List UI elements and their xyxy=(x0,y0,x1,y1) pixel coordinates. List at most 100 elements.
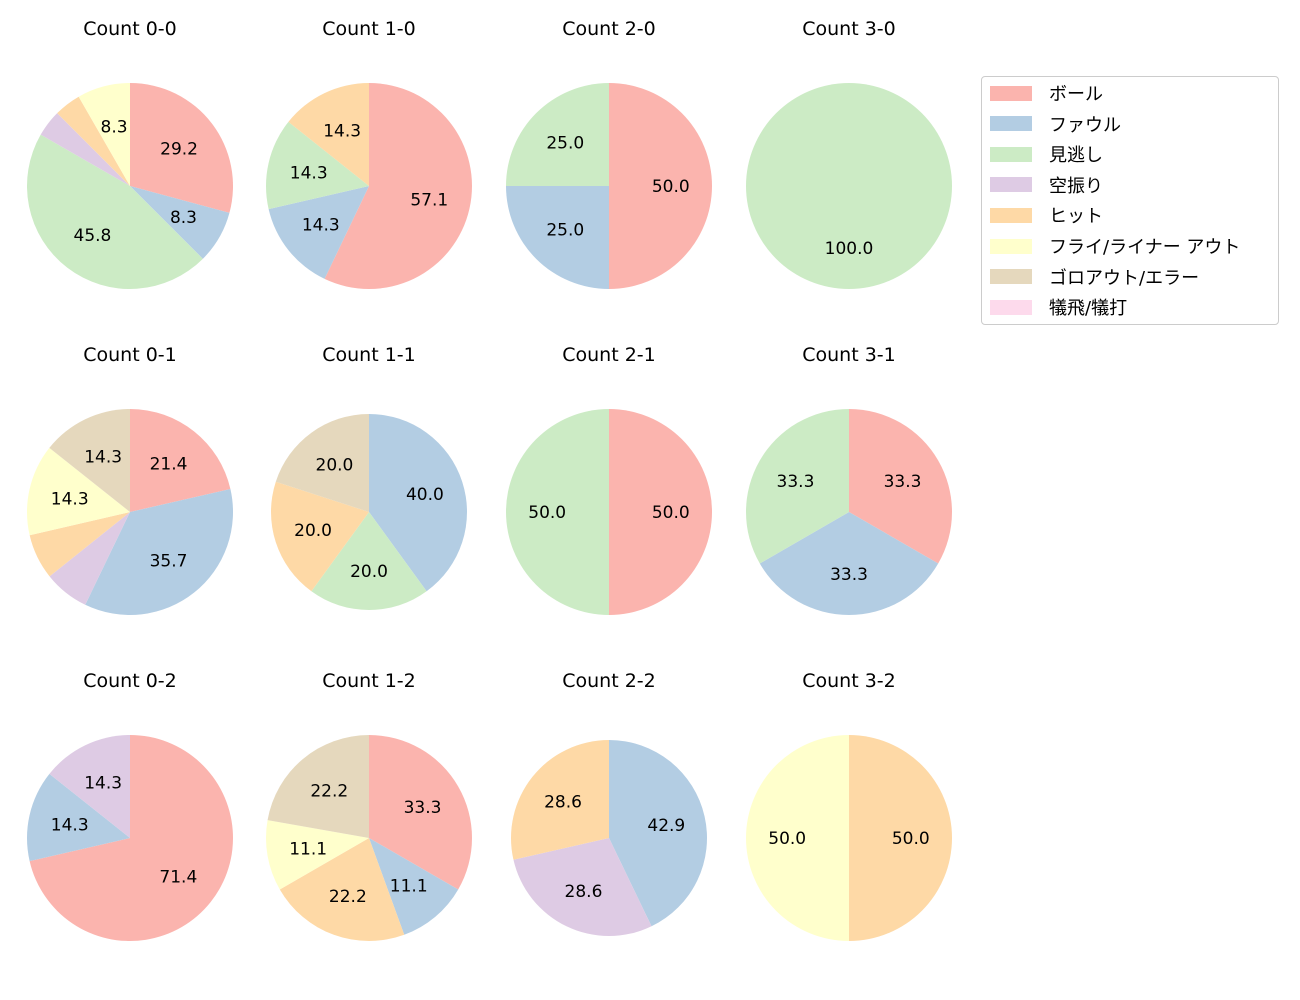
pie-title: Count 1-2 xyxy=(322,670,416,692)
slice-percent-label: 11.1 xyxy=(289,840,327,860)
slice-percent-label: 25.0 xyxy=(546,221,584,241)
pie-slice-2 xyxy=(746,83,952,289)
pie-title: Count 2-2 xyxy=(562,670,656,692)
pie-slice-1 xyxy=(26,773,131,862)
pie-slice-3 xyxy=(513,838,652,936)
slice-percent-label: 33.3 xyxy=(404,798,442,818)
slice-percent-label: 45.8 xyxy=(74,226,112,246)
slice-percent-label: 14.3 xyxy=(302,216,340,236)
legend-label: 見逃し xyxy=(1049,145,1103,167)
pie-count-2-0: Count 2-0 50.0 25.0 25.0 xyxy=(506,18,712,289)
slice-percent-label: 28.6 xyxy=(565,882,603,902)
pie-slice-2 xyxy=(27,134,203,289)
pie-slice-4 xyxy=(57,96,131,186)
legend-swatch xyxy=(990,269,1032,285)
legend-swatch xyxy=(990,238,1032,254)
pie-slice-2 xyxy=(311,512,427,611)
pie-slice-4 xyxy=(288,83,369,186)
pie-slice-3 xyxy=(49,512,130,605)
slice-percent-label: 22.2 xyxy=(329,887,367,907)
pie-title: Count 2-1 xyxy=(562,344,656,366)
pie-slice-6 xyxy=(49,409,130,512)
legend-item: フライ/ライナー アウト xyxy=(990,236,1240,258)
slice-percent-label: 50.0 xyxy=(892,829,930,849)
legend-item: ゴロアウト/エラー xyxy=(990,267,1200,289)
pie-slice-1 xyxy=(369,414,467,592)
pie-slice-5 xyxy=(78,83,130,186)
slice-percent-label: 50.0 xyxy=(652,177,690,197)
slice-percent-label: 33.3 xyxy=(884,472,922,492)
pie-title: Count 2-0 xyxy=(562,18,656,40)
slice-percent-label: 8.3 xyxy=(101,117,128,137)
pie-slice-2 xyxy=(506,83,609,186)
legend-label: ゴロアウト/エラー xyxy=(1049,267,1200,289)
pie-slice-1 xyxy=(268,186,369,279)
pie-slice-1 xyxy=(85,489,233,615)
slice-percent-label: 40.0 xyxy=(406,485,444,505)
pie-slice-5 xyxy=(266,820,369,890)
legend-item: ファウル xyxy=(990,114,1121,136)
pie-count-1-1: Count 1-1 40.0 20.0 20.0 20.0 xyxy=(270,344,467,611)
pie-slice-5 xyxy=(746,735,849,941)
pie-count-0-2: Count 0-2 71.4 14.3 14.3 xyxy=(26,670,234,941)
slice-percent-label: 14.3 xyxy=(51,489,89,509)
pie-count-0-0: Count 0-0 29.2 8.3 45.8 8.3 xyxy=(27,18,233,289)
slice-percent-label: 50.0 xyxy=(652,503,690,523)
legend-swatch xyxy=(990,146,1032,162)
legend-label: ボール xyxy=(1049,84,1103,105)
pie-slice-1 xyxy=(759,512,939,615)
slice-percent-label: 14.3 xyxy=(51,815,89,835)
legend-item: ヒット xyxy=(990,205,1103,228)
pie-title: Count 0-1 xyxy=(83,344,177,366)
slice-percent-label: 29.2 xyxy=(160,139,198,159)
legend-swatch xyxy=(990,207,1032,223)
legend-label: ヒット xyxy=(1049,206,1103,228)
slice-percent-label: 14.3 xyxy=(323,121,361,141)
legend-swatch xyxy=(990,85,1032,101)
slice-percent-label: 33.3 xyxy=(830,565,868,585)
pie-slice-4 xyxy=(849,735,952,941)
legend-swatch xyxy=(990,299,1032,315)
pie-slice-4 xyxy=(270,481,369,592)
slice-percent-label: 50.0 xyxy=(768,829,806,849)
legend-swatch xyxy=(990,116,1032,132)
slice-percent-label: 33.3 xyxy=(777,472,815,492)
pie-slice-0 xyxy=(130,83,233,213)
pie-slice-2 xyxy=(745,409,849,564)
slice-percent-label: 21.4 xyxy=(150,455,188,475)
pie-slice-5 xyxy=(26,447,131,536)
slice-percent-label: 35.7 xyxy=(150,551,188,571)
pie-slice-0 xyxy=(324,83,472,290)
pie-slice-6 xyxy=(267,735,369,838)
pie-slice-6 xyxy=(275,414,369,512)
slice-percent-label: 50.0 xyxy=(528,503,566,523)
slice-percent-label: 100.0 xyxy=(825,239,874,259)
pie-title: Count 0-2 xyxy=(83,670,177,692)
pie-slice-1 xyxy=(130,186,230,259)
pie-title: Count 1-0 xyxy=(322,18,416,40)
legend-label: 犠飛/犠打 xyxy=(1049,298,1128,320)
pie-title: Count 3-1 xyxy=(802,344,896,366)
legend-item: ボール xyxy=(990,83,1103,105)
pie-title: Count 3-2 xyxy=(802,670,896,692)
pie-slice-0 xyxy=(29,735,234,941)
slice-percent-label: 20.0 xyxy=(350,562,388,582)
pie-count-1-0: Count 1-0 57.1 14.3 14.3 14.3 xyxy=(265,18,472,290)
slice-percent-label: 71.4 xyxy=(159,867,197,887)
pie-count-2-1: Count 2-1 50.0 50.0 xyxy=(506,344,712,615)
slice-percent-label: 14.3 xyxy=(84,447,122,467)
pie-slice-4 xyxy=(29,512,130,577)
pie-title: Count 1-1 xyxy=(322,344,416,366)
pie-slice-4 xyxy=(279,838,405,941)
legend-item: 見逃し xyxy=(990,144,1103,167)
pie-count-1-2: Count 1-2 33.3 11.1 22.2 11.1 22.2 xyxy=(266,670,472,941)
pie-slice-1 xyxy=(609,740,708,927)
legend: ボール ファウル 見逃し 空振り ヒット フライ/ライナー アウト ゴロアウト/エラー 犠飛/… xyxy=(981,76,1279,325)
pie-slice-0 xyxy=(849,409,952,564)
slice-percent-label: 20.0 xyxy=(294,521,332,541)
pie-slice-0 xyxy=(609,409,712,615)
slice-percent-label: 22.2 xyxy=(310,782,348,802)
pie-count-2-2: Count 2-2 42.9 28.6 28.6 xyxy=(511,670,708,936)
pie-slice-1 xyxy=(369,838,459,935)
